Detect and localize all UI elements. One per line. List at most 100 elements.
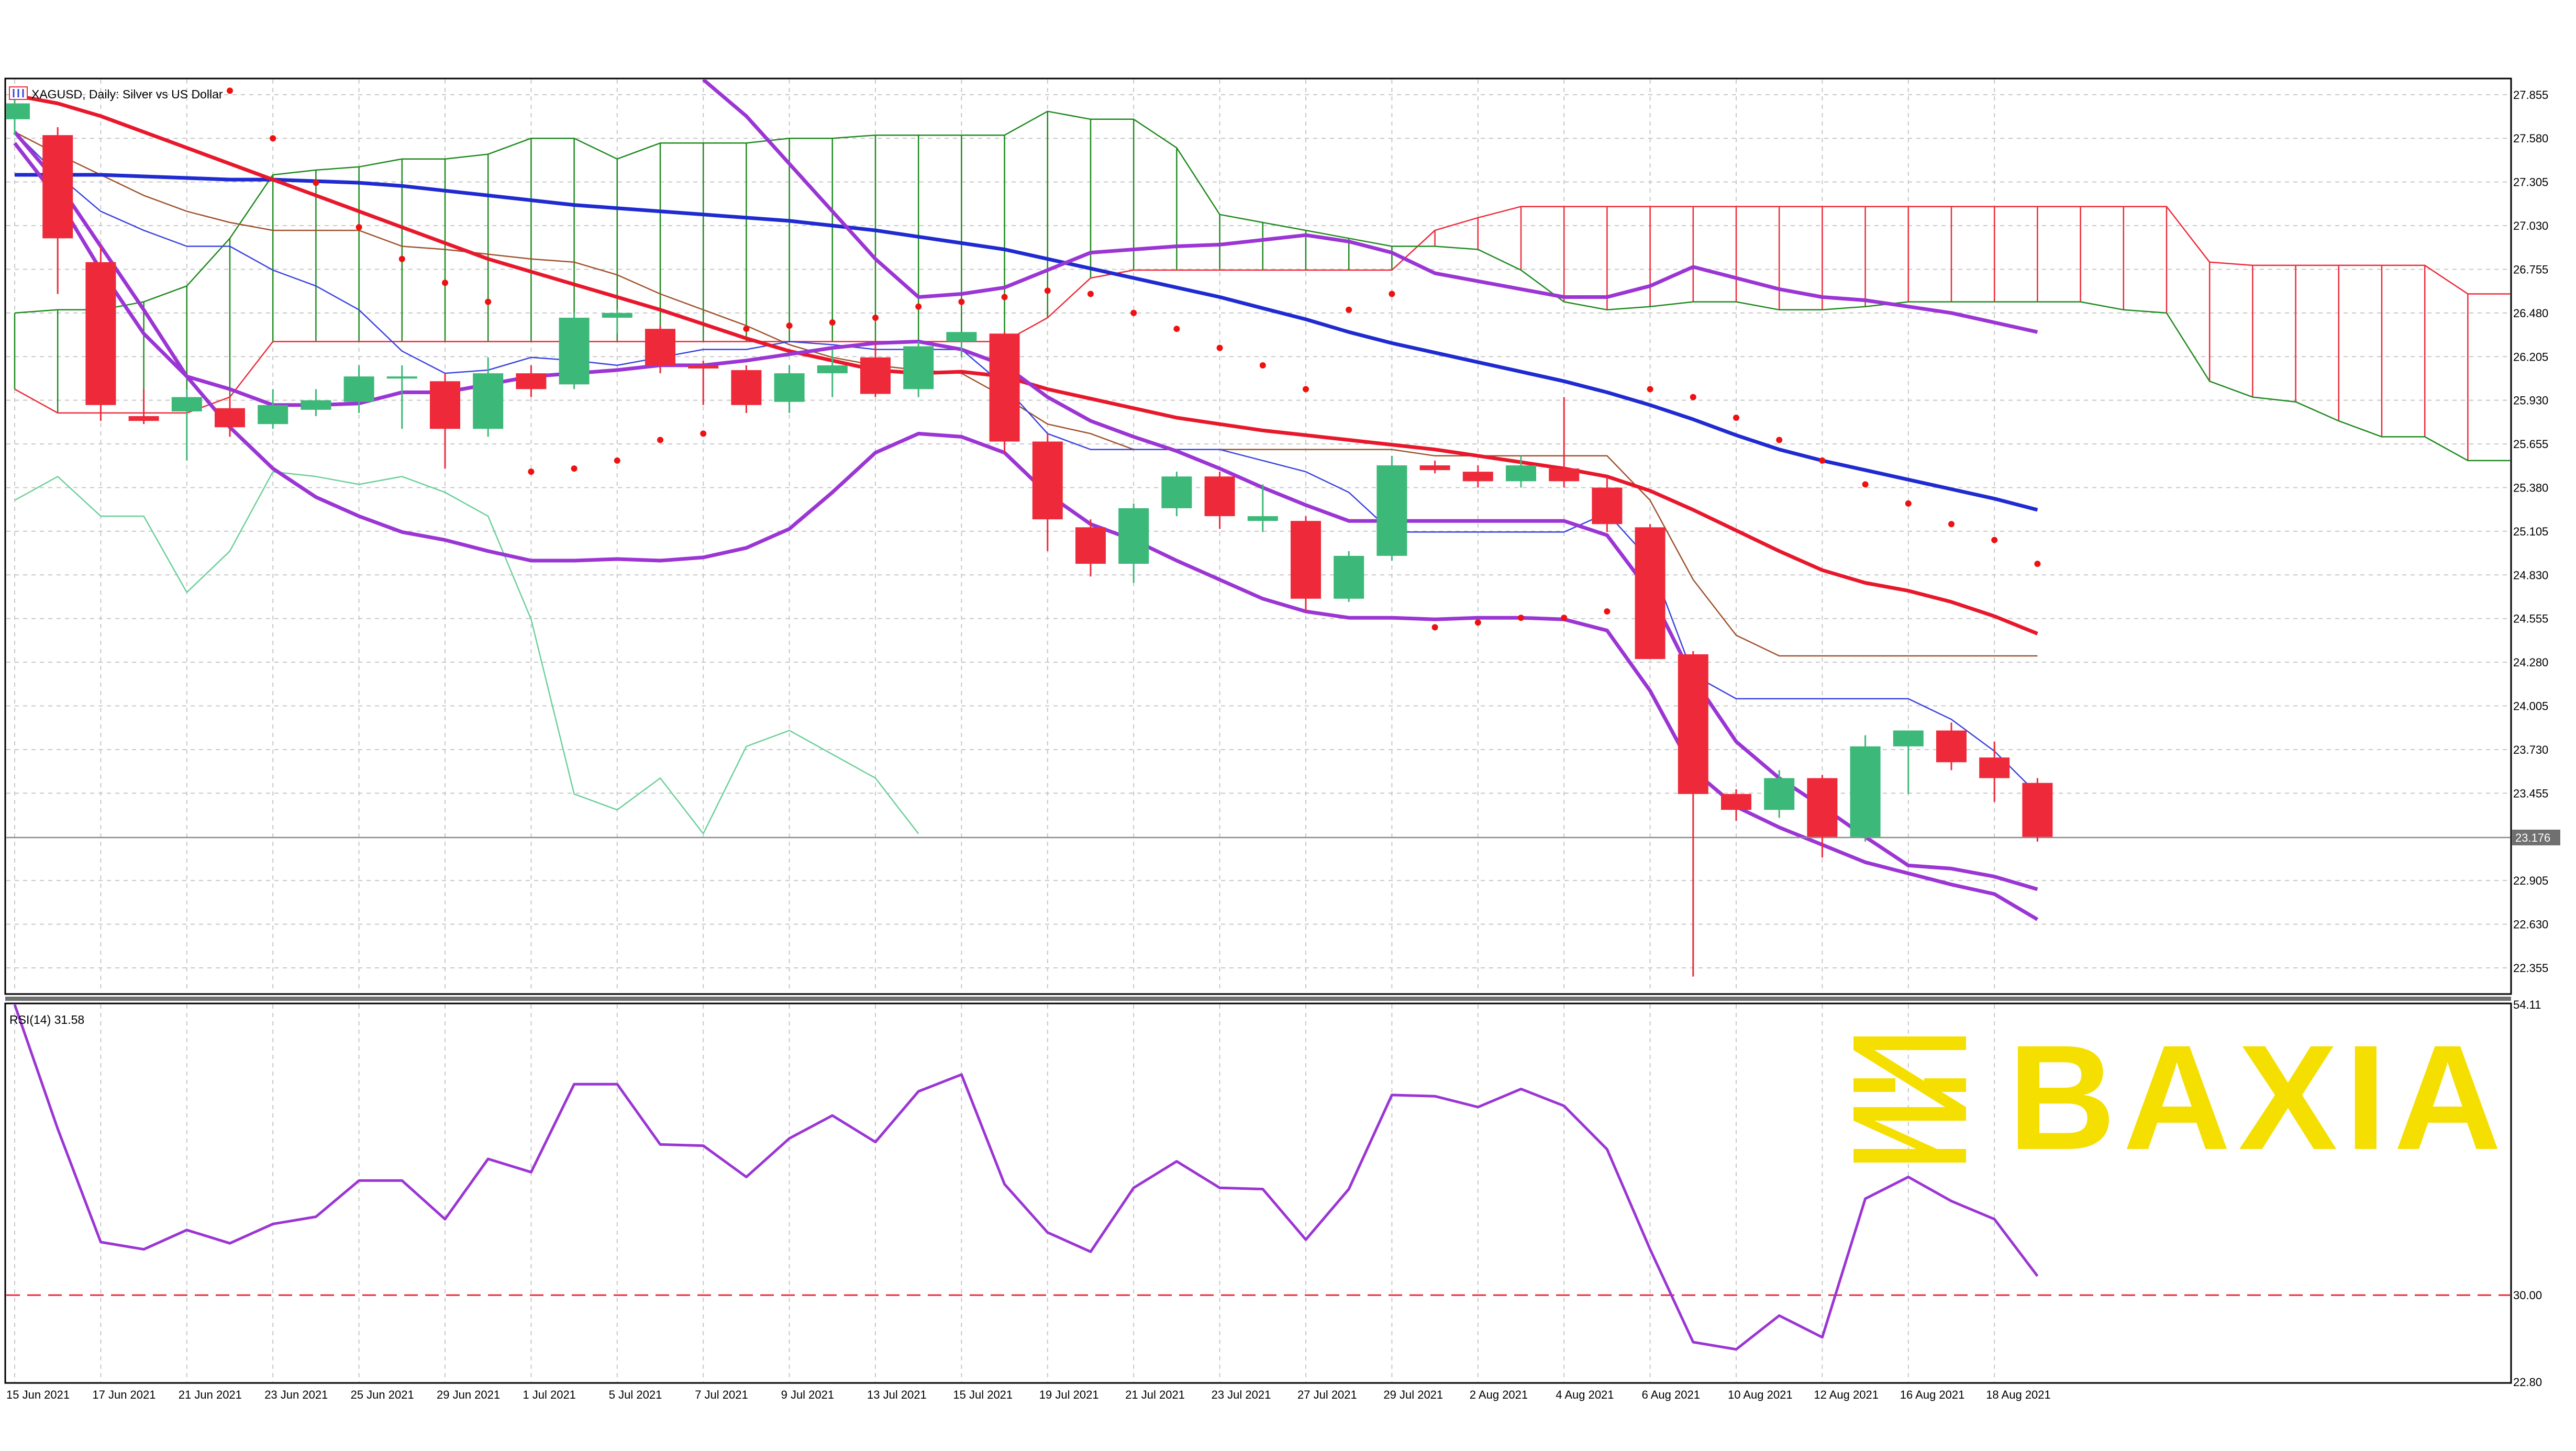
candle-body	[1850, 746, 1881, 837]
price-tick-label: 27.855	[2513, 88, 2548, 102]
sar-dot	[442, 280, 448, 286]
sar-dot	[1130, 309, 1137, 316]
time-tick-label: 2 Aug 2021	[1470, 1388, 1528, 1401]
candle-body	[1721, 794, 1751, 810]
price-tick-label: 25.105	[2513, 525, 2548, 538]
sar-dot	[1561, 615, 1568, 621]
baxia-logo-icon	[1853, 1036, 1966, 1163]
time-tick-label: 13 Jul 2021	[867, 1388, 927, 1401]
sar-dot	[1948, 521, 1955, 528]
candle-body	[1678, 654, 1708, 794]
candle-body	[645, 329, 675, 365]
sar-dot	[1259, 362, 1266, 369]
rsi-tick-label: 54.11	[2513, 998, 2541, 1011]
price-tick-label: 22.630	[2513, 918, 2548, 931]
sar-dot	[1474, 619, 1481, 626]
baxia-logo: BAXIA	[1853, 1014, 2502, 1181]
candle-body	[989, 333, 1020, 442]
sar-dot	[1647, 386, 1653, 393]
candle-body	[215, 408, 245, 428]
candle-body	[559, 317, 590, 385]
sar-dot	[1862, 481, 1869, 488]
sar-dot	[1776, 437, 1783, 443]
candle-body	[1807, 778, 1838, 837]
ma-blue-line	[15, 173, 2038, 512]
candle-body	[602, 312, 632, 318]
sar-dot	[1991, 537, 1998, 543]
time-tick-label: 29 Jun 2021	[437, 1388, 500, 1401]
price-tick-label: 26.480	[2513, 307, 2548, 320]
sar-dot	[1001, 294, 1008, 300]
candle-body	[688, 365, 719, 369]
candle-body	[2022, 783, 2053, 837]
sar-dot	[356, 224, 362, 231]
sar-dot	[571, 465, 578, 472]
candle-body	[817, 365, 848, 374]
price-tick-label: 26.205	[2513, 350, 2548, 363]
candle-body	[516, 373, 547, 389]
bollinger-upper-line	[702, 80, 2038, 334]
time-tick-label: 1 Jul 2021	[523, 1388, 576, 1401]
candle-body	[1075, 527, 1106, 564]
candle-body	[1462, 472, 1493, 482]
price-tick-label: 23.730	[2513, 743, 2548, 756]
candle-body	[1161, 476, 1192, 508]
price-tick-label: 22.905	[2513, 874, 2548, 887]
rsi-tick-label: 30.00	[2513, 1289, 2542, 1302]
price-tick-label: 24.830	[2513, 568, 2548, 582]
candle-body	[1635, 527, 1665, 660]
price-tick-label: 24.555	[2513, 612, 2548, 626]
time-tick-label: 5 Jul 2021	[609, 1388, 662, 1401]
axes: 27.855 27.580 27.305 27.030 26.755 26.480 26.2…	[6, 88, 2560, 1401]
price-tick-label: 27.305	[2513, 176, 2548, 189]
sar-dot	[1044, 287, 1051, 294]
candle-body	[860, 357, 891, 394]
candle-body	[473, 373, 504, 429]
rsi-panel-frame	[4, 1002, 2512, 1384]
sar-dot	[743, 326, 750, 332]
time-tick-label: 4 Aug 2021	[1556, 1388, 1614, 1401]
price-tick-label: 26.755	[2513, 263, 2548, 276]
sar-dot	[958, 298, 965, 305]
candle-body	[1118, 508, 1149, 564]
candle-body	[258, 405, 288, 425]
sar-dot	[1518, 615, 1524, 621]
price-tick-label: 25.380	[2513, 481, 2548, 494]
sar-dot	[485, 298, 492, 305]
time-tick-label: 25 Jun 2021	[351, 1388, 414, 1401]
time-tick-label: 10 Aug 2021	[1728, 1388, 1793, 1401]
sar-dot	[1819, 457, 1826, 464]
time-tick-label: 27 Jul 2021	[1297, 1388, 1357, 1401]
time-tick-label: 9 Jul 2021	[781, 1388, 835, 1401]
candle-body	[430, 381, 460, 429]
sar-dot	[1087, 291, 1094, 297]
candle-body	[1979, 757, 2010, 778]
candle-body	[903, 346, 934, 389]
symbol-header: XAGUSD, Daily: Silver vs US Dollar	[9, 86, 223, 101]
sar-dot	[1604, 608, 1611, 615]
sar-dot	[528, 468, 535, 475]
rsi-plot	[6, 1004, 2510, 1351]
sar-dot	[614, 457, 620, 464]
price-tick-label: 25.655	[2513, 438, 2548, 451]
sar-dot	[398, 255, 405, 262]
candle-body	[128, 416, 159, 421]
time-tick-label: 15 Jul 2021	[953, 1388, 1013, 1401]
sar-dot	[227, 87, 233, 94]
candle-body	[42, 135, 73, 239]
sar-dot	[915, 303, 922, 310]
candle-body	[1291, 521, 1321, 599]
chikou-span-line	[14, 471, 919, 834]
price-tick-label: 27.580	[2513, 132, 2548, 145]
candle-body	[343, 376, 374, 402]
time-tick-label: 16 Aug 2021	[1900, 1388, 1965, 1401]
candle-body	[1549, 468, 1580, 482]
candle-body	[1506, 465, 1536, 482]
senkou-span-a-line	[14, 206, 2510, 414]
candle-body	[1893, 730, 1924, 746]
time-tick-label: 21 Jun 2021	[179, 1388, 242, 1401]
candle-body	[946, 332, 977, 342]
sar-dot	[786, 322, 793, 329]
time-tick-label: 17 Jun 2021	[92, 1388, 156, 1401]
